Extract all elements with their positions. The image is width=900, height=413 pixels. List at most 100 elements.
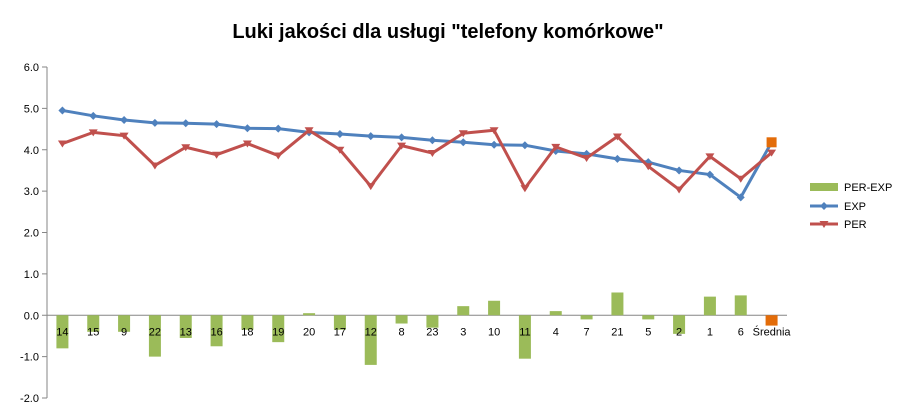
x-axis-labels: 14 15 9 22 13 16 18 19 20 17 12 8 23 3 10 11 4 7 21 5 2 1 6 Śre… bbox=[56, 325, 791, 338]
bar-per-exp bbox=[87, 315, 100, 332]
x-tick-label: 14 bbox=[56, 326, 68, 338]
point-per bbox=[181, 144, 191, 152]
point-per bbox=[427, 150, 437, 158]
point-exp bbox=[397, 133, 406, 142]
point-exp bbox=[459, 138, 468, 147]
legend: PER-EXP EXP PER bbox=[810, 182, 892, 231]
x-tick-label: 5 bbox=[645, 326, 651, 338]
x-tick-label: 17 bbox=[334, 326, 346, 338]
legend-marker-per bbox=[819, 221, 829, 228]
point-per bbox=[736, 175, 746, 183]
lines-series bbox=[57, 106, 777, 202]
x-tick-label: 22 bbox=[149, 326, 161, 338]
bar-per-exp bbox=[734, 295, 747, 316]
y-tick-label: -2.0 bbox=[20, 393, 39, 405]
bar-per-exp bbox=[580, 315, 593, 320]
point-exp bbox=[366, 132, 375, 141]
point-exp bbox=[705, 170, 714, 179]
bar-per-exp bbox=[703, 296, 716, 316]
legend-label: PER bbox=[844, 219, 867, 231]
point-per bbox=[335, 146, 345, 154]
bar-per-exp bbox=[765, 315, 778, 326]
bar-per-exp bbox=[56, 315, 69, 349]
point-per bbox=[551, 143, 561, 151]
y-tick-label: 4.0 bbox=[24, 145, 39, 157]
x-tick-label: 7 bbox=[584, 326, 590, 338]
x-tick-label: 9 bbox=[121, 326, 127, 338]
point-per bbox=[705, 153, 715, 161]
bar-per-exp bbox=[210, 315, 223, 347]
bar-per-exp bbox=[272, 315, 285, 343]
point-exp bbox=[58, 106, 67, 115]
point-exp bbox=[274, 124, 283, 133]
x-tick-label: 10 bbox=[488, 326, 500, 338]
x-tick-label: 3 bbox=[460, 326, 466, 338]
point-per bbox=[397, 142, 407, 150]
legend-swatch-per-exp bbox=[810, 183, 838, 191]
bar-per-exp bbox=[488, 300, 501, 316]
bar-per-exp bbox=[179, 315, 192, 339]
point-per bbox=[366, 183, 376, 191]
point-exp bbox=[520, 141, 529, 150]
x-tick-label: 18 bbox=[241, 326, 253, 338]
y-tick-label: 3.0 bbox=[24, 186, 39, 198]
point-per bbox=[57, 140, 67, 148]
point-exp bbox=[613, 154, 622, 163]
point-per bbox=[273, 152, 283, 160]
bar-per-exp bbox=[673, 315, 686, 334]
x-tick-label: 1 bbox=[707, 326, 713, 338]
point-per bbox=[612, 133, 622, 141]
bar-per-exp bbox=[148, 315, 161, 357]
bar-per-exp bbox=[611, 292, 624, 316]
point-per bbox=[643, 163, 653, 171]
x-tick-label: 6 bbox=[738, 326, 744, 338]
point-exp bbox=[428, 136, 437, 145]
bar-per-exp bbox=[642, 315, 655, 320]
y-axis: 6.0 5.0 4.0 3.0 2.0 1.0 0.0 -1.0 -2.0 bbox=[20, 62, 787, 405]
bar-per-exp bbox=[118, 315, 131, 332]
bar-per-exp bbox=[241, 315, 254, 330]
x-tick-label: 2 bbox=[676, 326, 682, 338]
y-tick-label: 0.0 bbox=[24, 310, 39, 322]
y-tick-label: 1.0 bbox=[24, 269, 39, 281]
x-tick-label: 13 bbox=[180, 326, 192, 338]
bar-per-exp bbox=[395, 315, 408, 324]
bar-per-exp bbox=[333, 315, 346, 330]
point-per bbox=[88, 129, 98, 137]
point-per bbox=[582, 155, 592, 163]
bars-series bbox=[56, 292, 778, 365]
x-tick-label: 8 bbox=[399, 326, 405, 338]
point-exp bbox=[120, 115, 129, 124]
point-per bbox=[458, 130, 468, 138]
line-exp bbox=[62, 108, 773, 199]
y-tick-label: 6.0 bbox=[24, 62, 39, 74]
point-exp bbox=[490, 140, 499, 149]
point-exp bbox=[335, 130, 344, 139]
point-per bbox=[212, 151, 222, 159]
y-tick-label: -1.0 bbox=[20, 352, 39, 364]
x-tick-label: 20 bbox=[303, 326, 315, 338]
point-per bbox=[520, 185, 530, 193]
point-per bbox=[304, 127, 314, 135]
x-tick-label: 21 bbox=[611, 326, 623, 338]
x-tick-label: 12 bbox=[365, 326, 377, 338]
bar-per-exp bbox=[303, 313, 316, 316]
bar-per-exp bbox=[364, 315, 377, 365]
x-tick-label: 16 bbox=[210, 326, 222, 338]
bar-per-exp bbox=[549, 311, 562, 316]
bar-per-exp bbox=[457, 306, 470, 316]
legend-label: PER-EXP bbox=[844, 182, 892, 194]
y-tick-label: 5.0 bbox=[24, 103, 39, 115]
point-exp bbox=[181, 119, 190, 128]
point-exp bbox=[89, 111, 98, 120]
point-exp bbox=[243, 124, 252, 133]
point-exp-highlight bbox=[766, 137, 777, 148]
point-exp bbox=[675, 166, 684, 175]
point-exp bbox=[150, 118, 159, 127]
chart-title: Luki jakości dla usługi "telefony komórk… bbox=[232, 21, 663, 43]
x-tick-label: 23 bbox=[426, 326, 438, 338]
bar-per-exp bbox=[518, 315, 531, 359]
line-per bbox=[61, 128, 773, 191]
